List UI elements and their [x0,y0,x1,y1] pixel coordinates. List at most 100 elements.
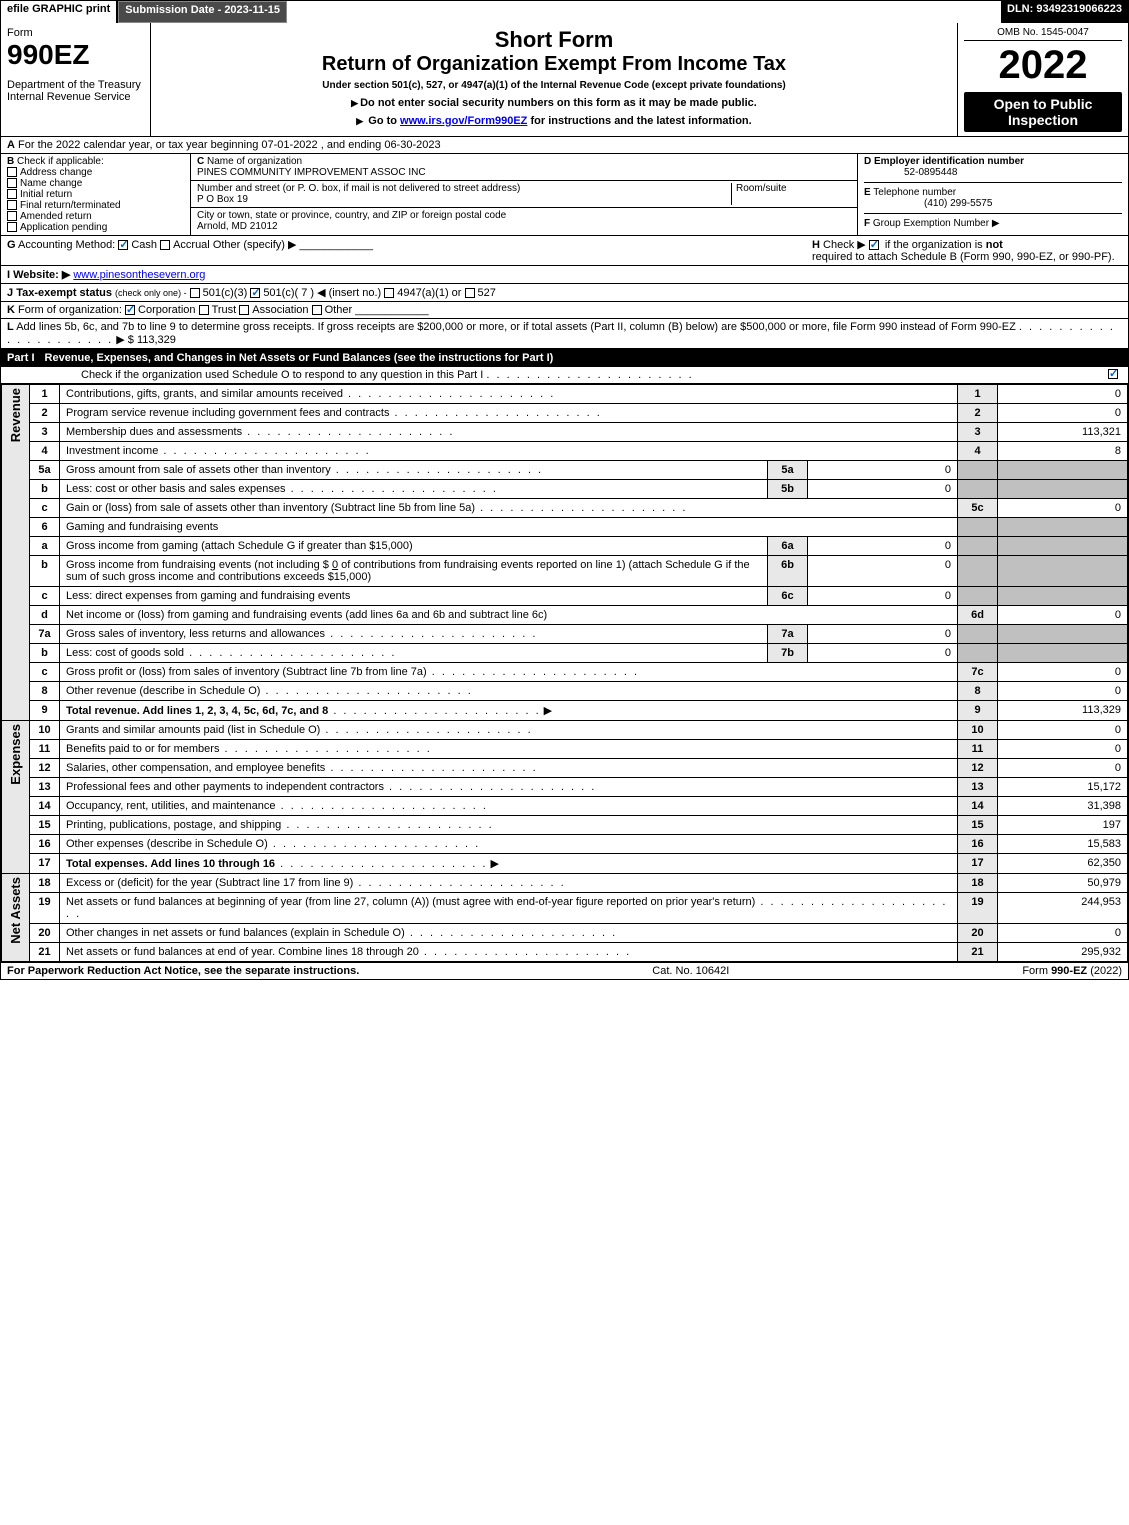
b-label-2: Initial return [20,189,72,200]
checkbox-icon[interactable] [7,189,17,199]
checkbox-accrual-icon[interactable] [160,240,170,250]
checkbox-other-icon[interactable] [312,305,322,315]
letter-e: E [864,187,871,198]
checkbox-icon[interactable] [7,167,17,177]
b-item-2[interactable]: Initial return [7,189,184,200]
goto-post: for instructions and the latest informat… [530,115,751,127]
row-num: b [30,644,60,663]
checkbox-icon[interactable] [7,222,17,232]
checkbox-h-icon[interactable] [869,240,879,250]
checkbox-icon[interactable] [7,178,17,188]
c-city-block: City or town, state or province, country… [191,208,857,234]
return-title: Return of Organization Exempt From Incom… [157,53,951,76]
result-num: 3 [958,423,998,442]
table-row: 8Other revenue (describe in Schedule O)8… [2,682,1128,701]
line-6b-subval: 0 [808,556,958,587]
row-num: 12 [30,759,60,778]
table-row: 11Benefits paid to or for members110 [2,740,1128,759]
efile-print-label[interactable]: efile GRAPHIC print [1,1,118,23]
line-12-val: 0 [998,759,1128,778]
short-form-title: Short Form [157,27,951,53]
b-item-3[interactable]: Final return/terminated [7,200,184,211]
line-8-desc: Other revenue (describe in Schedule O) [66,685,260,697]
checkbox-corp-icon[interactable] [125,305,135,315]
table-row: 21 Net assets or fund balances at end of … [2,943,1128,962]
dots-icon [268,838,480,850]
b-item-4[interactable]: Amended return [7,211,184,222]
checkbox-4947-icon[interactable] [384,288,394,298]
checkbox-assoc-icon[interactable] [239,305,249,315]
goto-arrow [356,115,365,127]
line-6c-subval: 0 [808,587,958,606]
submission-date: Submission Date - 2023-11-15 [118,1,287,23]
line-7a-subval: 0 [808,625,958,644]
checkbox-trust-icon[interactable] [199,305,209,315]
row-num: 15 [30,816,60,835]
row-num: 18 [30,874,60,893]
dots-icon [219,743,431,755]
letter-h: H [812,239,820,251]
line-15-val: 197 [998,816,1128,835]
ein-value: 52-0895448 [864,167,957,178]
line-9-desc: Total revenue. Add lines 1, 2, 3, 4, 5c,… [66,705,328,717]
line-5b-subval: 0 [808,480,958,499]
table-row: Revenue 1Contributions, gifts, grants, a… [2,385,1128,404]
row-num: 2 [30,404,60,423]
result-num: 17 [958,854,998,874]
checkbox-cash-icon[interactable] [118,240,128,250]
line-g-h: G Accounting Method: Cash Accrual Other … [1,236,1128,266]
checkbox-501c3-icon[interactable] [190,288,200,298]
checkbox-501c-icon[interactable] [250,288,260,298]
checkbox-icon[interactable] [7,200,17,210]
shade-cell [998,518,1128,537]
row-num: 8 [30,682,60,701]
row-num: 5a [30,461,60,480]
table-row: 15 Printing, publications, postage, and s… [2,816,1128,835]
row-num: 1 [30,385,60,404]
shade-cell [958,625,998,644]
b-item-5[interactable]: Application pending [7,222,184,233]
result-num: 2 [958,404,998,423]
line-1-desc: Contributions, gifts, grants, and simila… [66,388,343,400]
table-row: 20Other changes in net assets or fund ba… [2,924,1128,943]
table-row: 16 Other expenses (describe in Schedule O… [2,835,1128,854]
h-not: not [986,239,1003,251]
line-13-val: 15,172 [998,778,1128,797]
letter-b: B [7,156,14,167]
b-item-0[interactable]: Address change [7,167,184,178]
c-street-block: Number and street (or P. O. box, if mail… [191,181,857,208]
dots-icon [353,877,565,889]
part-1-check: Check if the organization used Schedule … [1,367,1128,384]
checkbox-schedule-o-icon[interactable] [1108,369,1118,379]
form-word: Form [7,27,144,39]
website-link[interactable]: www.pinesonthesevern.org [73,269,205,281]
top-bar: efile GRAPHIC print Submission Date - 20… [1,1,1128,23]
j-o1: 501(c)(3) [203,287,248,299]
dots-icon [475,502,687,514]
checkbox-icon[interactable] [7,211,17,221]
line-17-val: 62,350 [998,854,1128,874]
line-21-desc: Net assets or fund balances at end of ye… [66,946,419,958]
shade-cell [958,461,998,480]
k-o3: Association [252,304,308,316]
row-num: 16 [30,835,60,854]
result-num: 21 [958,943,998,962]
line-6a-subval: 0 [808,537,958,556]
irs-link[interactable]: www.irs.gov/Form990EZ [400,115,527,127]
b-label-4: Amended return [20,211,92,222]
line-15-desc: Printing, publications, postage, and shi… [66,819,281,831]
b-item-1[interactable]: Name change [7,178,184,189]
line-3-val: 113,321 [998,423,1128,442]
line-4-desc: Investment income [66,445,158,457]
letter-i: I [7,269,10,281]
table-row: bLess: cost or other basis and sales exp… [2,480,1128,499]
table-row: 19Net assets or fund balances at beginni… [2,893,1128,924]
org-name: PINES COMMUNITY IMPROVEMENT ASSOC INC [197,167,426,178]
shade-cell [958,518,998,537]
letter-c: C [197,156,204,167]
checkbox-527-icon[interactable] [465,288,475,298]
line-7b-desc: Less: cost of goods sold [66,647,184,659]
line-16-desc: Other expenses (describe in Schedule O) [66,838,268,850]
footer-right: Form 990-EZ (2022) [1022,965,1122,977]
line-4-val: 8 [998,442,1128,461]
